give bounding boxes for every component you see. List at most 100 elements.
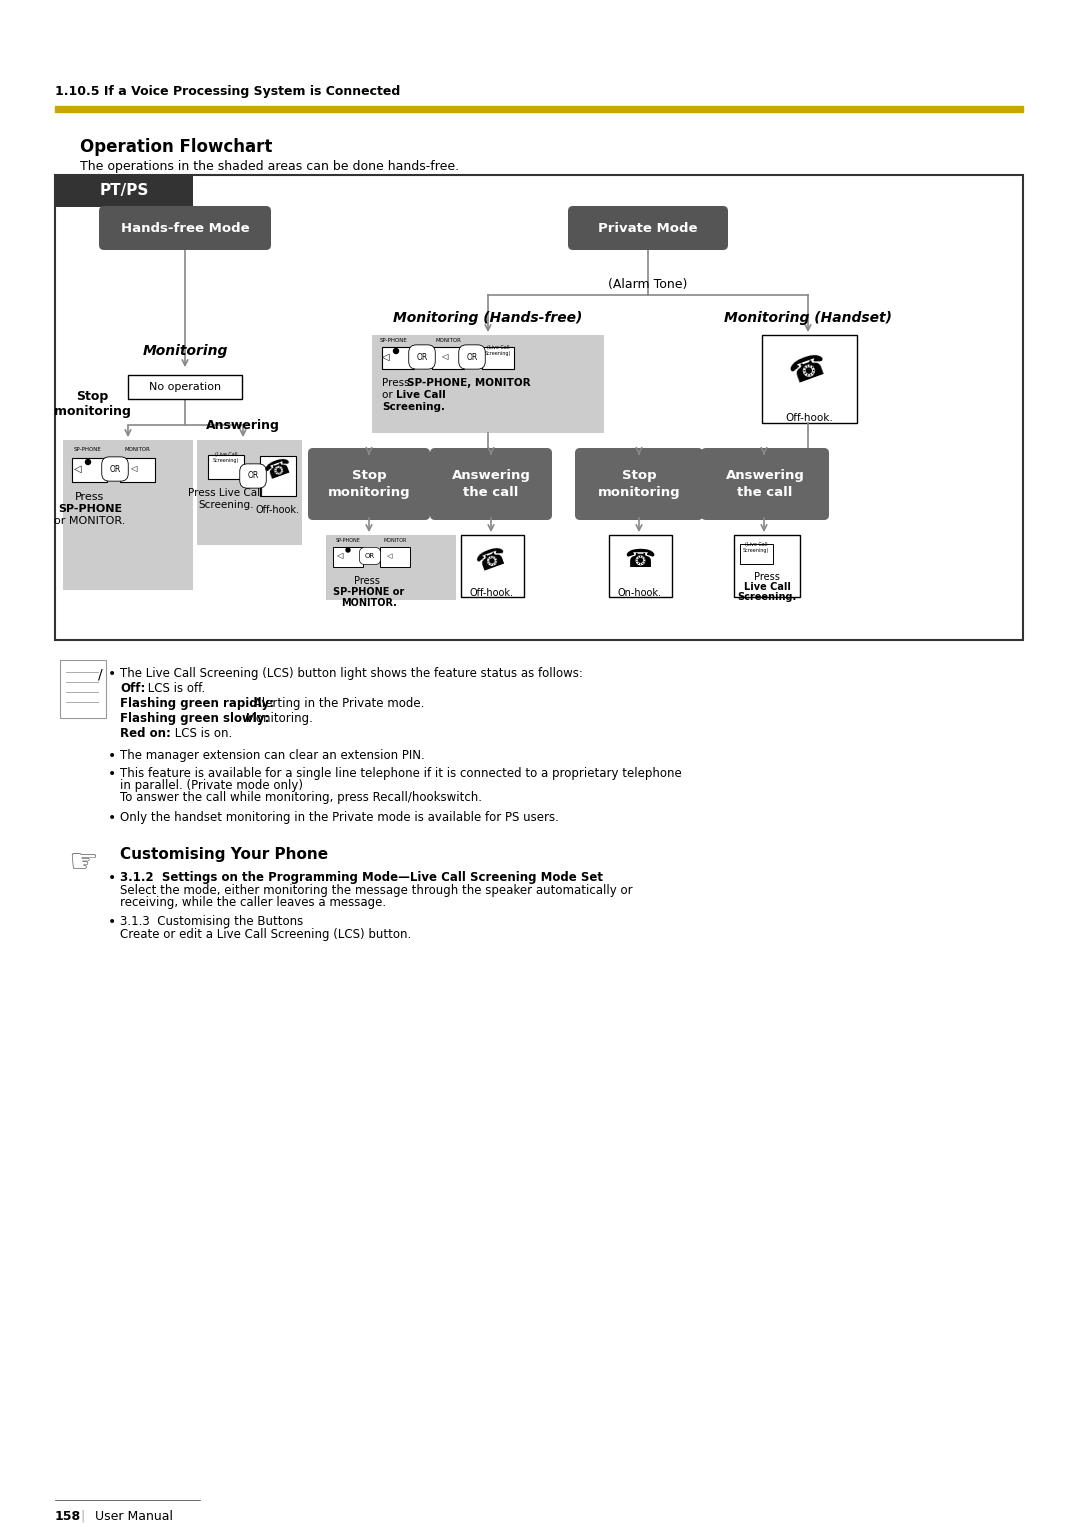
Text: Press: Press — [382, 379, 413, 388]
Text: 3.1.3  Customising the Buttons: 3.1.3 Customising the Buttons — [120, 915, 303, 928]
Text: Red on:: Red on: — [120, 727, 171, 741]
Text: Off-hook.: Off-hook. — [256, 505, 300, 515]
Bar — [120, 458, 156, 483]
Text: Alerting in the Private mode.: Alerting in the Private mode. — [249, 696, 424, 710]
Text: OR: OR — [417, 353, 428, 362]
Text: 3.1.2  Settings on the Programming Mode—Live Call Screening Mode Set: 3.1.2 Settings on the Programming Mode—L… — [120, 870, 603, 884]
Text: ☞: ☞ — [68, 846, 98, 880]
Text: Press: Press — [754, 573, 780, 582]
Text: ◁: ◁ — [75, 464, 82, 473]
Text: OR: OR — [109, 464, 121, 473]
Text: 1.10.5 If a Voice Processing System is Connected: 1.10.5 If a Voice Processing System is C… — [55, 86, 401, 98]
FancyBboxPatch shape — [430, 447, 552, 521]
Text: ◁: ◁ — [382, 353, 390, 362]
Text: |: | — [80, 1510, 84, 1522]
Text: Private Mode: Private Mode — [598, 221, 698, 235]
Text: receiving, while the caller leaves a message.: receiving, while the caller leaves a mes… — [120, 896, 387, 909]
Text: SP-PHONE, MONITOR: SP-PHONE, MONITOR — [407, 379, 530, 388]
Text: SP-PHONE: SP-PHONE — [73, 447, 100, 452]
Text: •: • — [108, 811, 117, 825]
Bar — [740, 544, 773, 563]
Bar — [333, 547, 363, 567]
Circle shape — [393, 348, 399, 353]
Text: (Live Call
Screening): (Live Call Screening) — [743, 542, 769, 553]
Text: OR: OR — [365, 553, 375, 559]
Bar — [609, 534, 672, 597]
Text: Live Call: Live Call — [396, 389, 446, 400]
Text: Press: Press — [76, 492, 105, 502]
Bar — [482, 347, 514, 370]
Text: Hands-free Mode: Hands-free Mode — [121, 221, 249, 235]
Bar — [762, 334, 858, 423]
Text: Stop
monitoring: Stop monitoring — [597, 469, 680, 499]
Circle shape — [346, 548, 350, 551]
Text: OR: OR — [467, 353, 477, 362]
Bar — [461, 534, 524, 597]
Bar — [55, 176, 1023, 640]
Bar — [372, 334, 604, 434]
Text: Screening.: Screening. — [738, 592, 797, 602]
Bar — [260, 457, 296, 496]
Text: No operation: No operation — [149, 382, 221, 392]
Text: MONITOR: MONITOR — [435, 337, 461, 344]
Text: ◁: ◁ — [336, 551, 342, 560]
Bar — [55, 176, 193, 208]
Text: Screening.: Screening. — [382, 402, 445, 412]
Text: (Live Call
Screening): (Live Call Screening) — [213, 452, 239, 463]
Text: MONITOR: MONITOR — [383, 538, 407, 544]
Text: •: • — [108, 767, 117, 780]
Text: On-hook.: On-hook. — [618, 588, 662, 599]
Text: Off-hook.: Off-hook. — [785, 412, 833, 423]
Bar — [208, 455, 244, 479]
Text: ◁: ◁ — [441, 353, 447, 362]
Text: Only the handset monitoring in the Private mode is available for PS users.: Only the handset monitoring in the Priva… — [120, 811, 558, 825]
Text: SP-PHONE: SP-PHONE — [380, 337, 408, 344]
Text: Press Live Call
Screening.: Press Live Call Screening. — [188, 489, 264, 510]
Text: Off-hook.: Off-hook. — [470, 588, 514, 599]
Bar — [382, 347, 414, 370]
Text: OR: OR — [247, 472, 258, 481]
Text: •: • — [108, 667, 117, 681]
Text: ◁: ◁ — [388, 553, 393, 559]
FancyBboxPatch shape — [575, 447, 703, 521]
Text: or: or — [382, 389, 396, 400]
FancyBboxPatch shape — [568, 206, 728, 250]
Text: Flashing green slowly:: Flashing green slowly: — [120, 712, 269, 725]
Text: 158: 158 — [55, 1510, 81, 1522]
Bar — [734, 534, 800, 597]
Circle shape — [85, 460, 91, 464]
Text: The Live Call Screening (LCS) button light shows the feature status as follows:: The Live Call Screening (LCS) button lig… — [120, 667, 583, 680]
Text: SP-PHONE: SP-PHONE — [336, 538, 361, 544]
Text: (Live Call
Screening): (Live Call Screening) — [485, 345, 511, 356]
Bar — [432, 347, 464, 370]
Text: Press: Press — [354, 576, 383, 586]
Text: in parallel. (Private mode only): in parallel. (Private mode only) — [120, 779, 303, 793]
Text: •: • — [108, 870, 117, 886]
Bar — [63, 440, 193, 589]
Text: Customising Your Phone: Customising Your Phone — [120, 847, 328, 863]
Text: PT/PS: PT/PS — [99, 183, 149, 199]
Text: Monitoring: Monitoring — [143, 344, 228, 357]
Text: Stop
monitoring: Stop monitoring — [54, 389, 131, 418]
Text: •: • — [108, 915, 117, 928]
Text: (Alarm Tone): (Alarm Tone) — [608, 278, 688, 292]
Bar — [197, 440, 302, 545]
Text: ☎: ☎ — [261, 457, 295, 484]
Text: User Manual: User Manual — [95, 1510, 173, 1522]
FancyBboxPatch shape — [99, 206, 271, 250]
Text: Create or edit a Live Call Screening (LCS) button.: Create or edit a Live Call Screening (LC… — [120, 928, 411, 941]
Text: This feature is available for a single line telephone if it is connected to a pr: This feature is available for a single l… — [120, 767, 681, 780]
FancyBboxPatch shape — [308, 447, 430, 521]
Text: Operation Flowchart: Operation Flowchart — [80, 137, 272, 156]
Text: Stop
monitoring: Stop monitoring — [327, 469, 410, 499]
Text: LCS is on.: LCS is on. — [171, 727, 232, 741]
Text: SP-PHONE: SP-PHONE — [58, 504, 122, 515]
Text: To answer the call while monitoring, press Recall/hookswitch.: To answer the call while monitoring, pre… — [120, 791, 482, 805]
Text: ◁: ◁ — [130, 464, 136, 473]
Bar — [60, 660, 106, 718]
Text: Monitoring (Handset): Monitoring (Handset) — [724, 312, 892, 325]
Text: Monitoring.: Monitoring. — [242, 712, 313, 725]
Text: Select the mode, either monitoring the message through the speaker automatically: Select the mode, either monitoring the m… — [120, 884, 633, 896]
Text: MONITOR: MONITOR — [124, 447, 150, 452]
Text: Live Call: Live Call — [743, 582, 791, 592]
